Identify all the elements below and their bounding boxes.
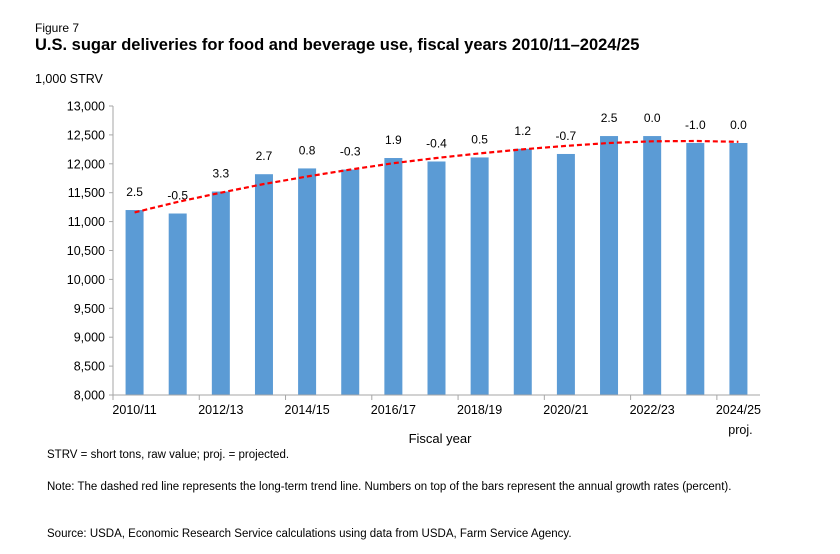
growth-labels: 2.5 -0.5 3.3 2.7 0.8 -0.3 1.9 -0.4 0.5 1.2 -0.7 2.5… <box>126 111 747 202</box>
growth-label: 0.0 <box>730 118 747 132</box>
x-axis: 2010/11 2012/13 2014/15 2016/17 2018/19 2020/… <box>112 394 761 437</box>
bar <box>556 153 575 395</box>
bar <box>427 161 446 395</box>
x-tick-label: 2018/19 <box>457 403 502 417</box>
x-tick-label: 2024/25 <box>716 403 761 417</box>
x-tick-label: 2012/13 <box>198 403 243 417</box>
units-note: STRV = short tons, raw value; proj. = pr… <box>47 449 290 461</box>
growth-label: -0.4 <box>426 136 447 150</box>
y-tick-label: 10,500 <box>67 244 105 258</box>
trend-note: Note: The dashed red line represents the… <box>47 481 732 493</box>
y-tick-label: 10,000 <box>67 273 105 287</box>
projection-label: proj. <box>728 423 752 437</box>
growth-label: 0.0 <box>644 111 661 125</box>
growth-label: 0.5 <box>471 132 488 146</box>
bar <box>513 148 532 395</box>
bar <box>125 210 144 395</box>
y-tick-label: 9,500 <box>74 302 105 316</box>
growth-label: -0.7 <box>556 129 577 143</box>
y-tick-label: 11,500 <box>68 186 105 200</box>
y-tick-label: 8,500 <box>74 360 105 374</box>
source-note: Source: USDA, Economic Research Service … <box>47 528 572 540</box>
bar <box>686 142 705 395</box>
bar <box>254 174 273 395</box>
growth-label: -1.0 <box>685 118 706 132</box>
bar <box>211 191 230 395</box>
bar <box>298 168 317 395</box>
bar <box>341 169 360 395</box>
bar <box>600 136 619 395</box>
y-tick-label: 11,000 <box>68 215 105 229</box>
bar <box>168 213 187 395</box>
x-axis-title: Fiscal year <box>409 431 473 446</box>
growth-label: -0.3 <box>340 145 361 159</box>
bars <box>125 136 748 395</box>
growth-label: 1.2 <box>514 124 531 138</box>
bar <box>729 142 748 395</box>
growth-label: 2.5 <box>601 111 618 125</box>
x-tick-label: 2016/17 <box>371 403 416 417</box>
bar <box>643 136 662 395</box>
chart-title: U.S. sugar deliveries for food and bever… <box>35 36 640 54</box>
growth-label: 3.3 <box>212 167 229 181</box>
y-axis: 8,000 8,500 9,000 9,500 10,000 10,500 11,000 11… <box>67 100 114 403</box>
bar <box>384 158 403 395</box>
bar-chart: 1,000 STRV 8,000 8,500 9,000 9,500 10,000 10,… <box>35 72 761 446</box>
x-tick-label: 2010/11 <box>112 403 156 417</box>
x-tick-label: 2022/23 <box>630 403 675 417</box>
y-axis-unit-label: 1,000 STRV <box>35 72 104 86</box>
growth-label: 2.5 <box>126 185 143 199</box>
x-tick-label: 2014/15 <box>285 403 330 417</box>
trend-line <box>134 139 739 214</box>
x-tick-label: 2020/21 <box>543 403 588 417</box>
growth-label: 1.9 <box>385 133 402 147</box>
figure-label: Figure 7 <box>35 21 80 35</box>
y-tick-label: 12,500 <box>67 128 105 142</box>
y-tick-label: 13,000 <box>67 100 105 114</box>
growth-label: 0.8 <box>299 143 316 157</box>
y-tick-label: 8,000 <box>74 389 105 403</box>
y-tick-label: 12,000 <box>67 157 105 171</box>
growth-label: -0.5 <box>167 189 188 203</box>
growth-label: 2.7 <box>256 149 273 163</box>
y-tick-label: 9,000 <box>74 331 105 345</box>
bar <box>470 157 489 395</box>
